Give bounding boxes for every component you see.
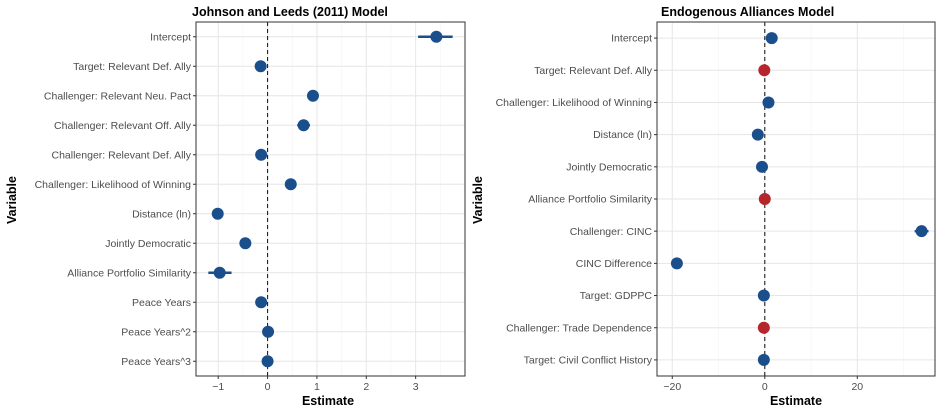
coefficient-point <box>239 237 252 250</box>
coefficient-point <box>757 353 770 366</box>
x-tick-label: 20 <box>851 381 863 393</box>
panel-border <box>195 21 466 377</box>
y-tick-label: Target: Relevant Def. Ally <box>534 65 653 77</box>
y-tick-label: Jointly Democratic <box>566 161 652 173</box>
coefficient-point <box>211 207 224 220</box>
y-tick-label: Challenger: Relevant Def. Ally <box>52 149 192 161</box>
y-tick-label: Challenger: Likelihood of Winning <box>496 97 653 109</box>
x-tick-label: 0 <box>265 381 271 393</box>
y-tick-label: Peace Years^2 <box>121 326 191 338</box>
coefficient-point <box>284 178 297 191</box>
coefficient-point <box>751 128 764 141</box>
x-tick-label: −20 <box>663 381 681 393</box>
coefficient-point <box>213 266 226 279</box>
y-tick-label: Jointly Democratic <box>105 238 191 250</box>
coefficient-point <box>756 160 769 173</box>
coefficient-point <box>430 30 443 43</box>
grid <box>657 22 935 376</box>
panel-johnson-leeds: Johnson and Leeds (2011) Model Variable … <box>5 5 466 408</box>
y-tick-label: Intercept <box>150 31 191 43</box>
y-tick-label: Target: Relevant Def. Ally <box>73 61 192 73</box>
coefficient-point <box>757 289 770 302</box>
coefficient-point <box>297 119 310 132</box>
y-tick-label: Target: GDPPC <box>580 290 653 302</box>
y-tick-label: Alliance Portfolio Similarity <box>528 194 652 206</box>
x-axis-label: Estimate <box>302 394 354 408</box>
coefficient-point <box>758 64 771 77</box>
coefficient-point <box>762 96 775 109</box>
y-tick-label: Peace Years^3 <box>121 356 191 368</box>
y-axis-label: Variable <box>5 176 19 224</box>
y-tick-label: CINC Difference <box>576 258 652 270</box>
coefficient-point <box>255 148 268 161</box>
x-tick-label: 1 <box>314 381 320 393</box>
y-tick-label: Challenger: Relevant Neu. Pact <box>44 90 191 102</box>
x-tick-label: 0 <box>762 381 768 393</box>
y-tick-label: Peace Years <box>132 297 191 309</box>
coefficient-point <box>758 193 771 205</box>
x-tick-label: 2 <box>363 381 369 393</box>
coefficient-point <box>915 225 928 238</box>
y-tick-label: Distance (ln) <box>593 129 652 141</box>
panel-endogenous-alliances: Endogenous Alliances Model Variable Esti… <box>471 5 936 408</box>
coefficient-point <box>254 60 267 73</box>
coefficient-point <box>255 296 268 309</box>
x-axis-label: Estimate <box>770 394 822 408</box>
y-tick-label: Challenger: Likelihood of Winning <box>35 179 192 191</box>
y-tick-label: Challenger: Relevant Off. Ally <box>54 120 192 132</box>
panel-title: Endogenous Alliances Model <box>661 5 834 19</box>
y-tick-label: Distance (ln) <box>132 208 191 220</box>
y-tick-label: Alliance Portfolio Similarity <box>67 267 191 279</box>
y-axis-label: Variable <box>471 176 485 224</box>
coefficient-point <box>757 321 770 334</box>
grid <box>196 22 465 376</box>
y-tick-label: Target: Civil Conflict History <box>524 355 653 367</box>
y-tick-label: Intercept <box>611 33 652 45</box>
x-tick-label: −1 <box>212 381 224 393</box>
coefficient-point <box>765 32 778 45</box>
panel-border <box>656 21 936 377</box>
coefficient-point <box>262 325 275 338</box>
coefficient-point <box>670 257 683 270</box>
coefficient-point <box>261 355 274 368</box>
coefficient-point <box>306 89 319 102</box>
panel-title: Johnson and Leeds (2011) Model <box>192 5 388 19</box>
y-tick-label: Challenger: CINC <box>570 226 653 238</box>
x-tick-label: 3 <box>413 381 419 393</box>
y-tick-label: Challenger: Trade Dependence <box>506 322 652 334</box>
